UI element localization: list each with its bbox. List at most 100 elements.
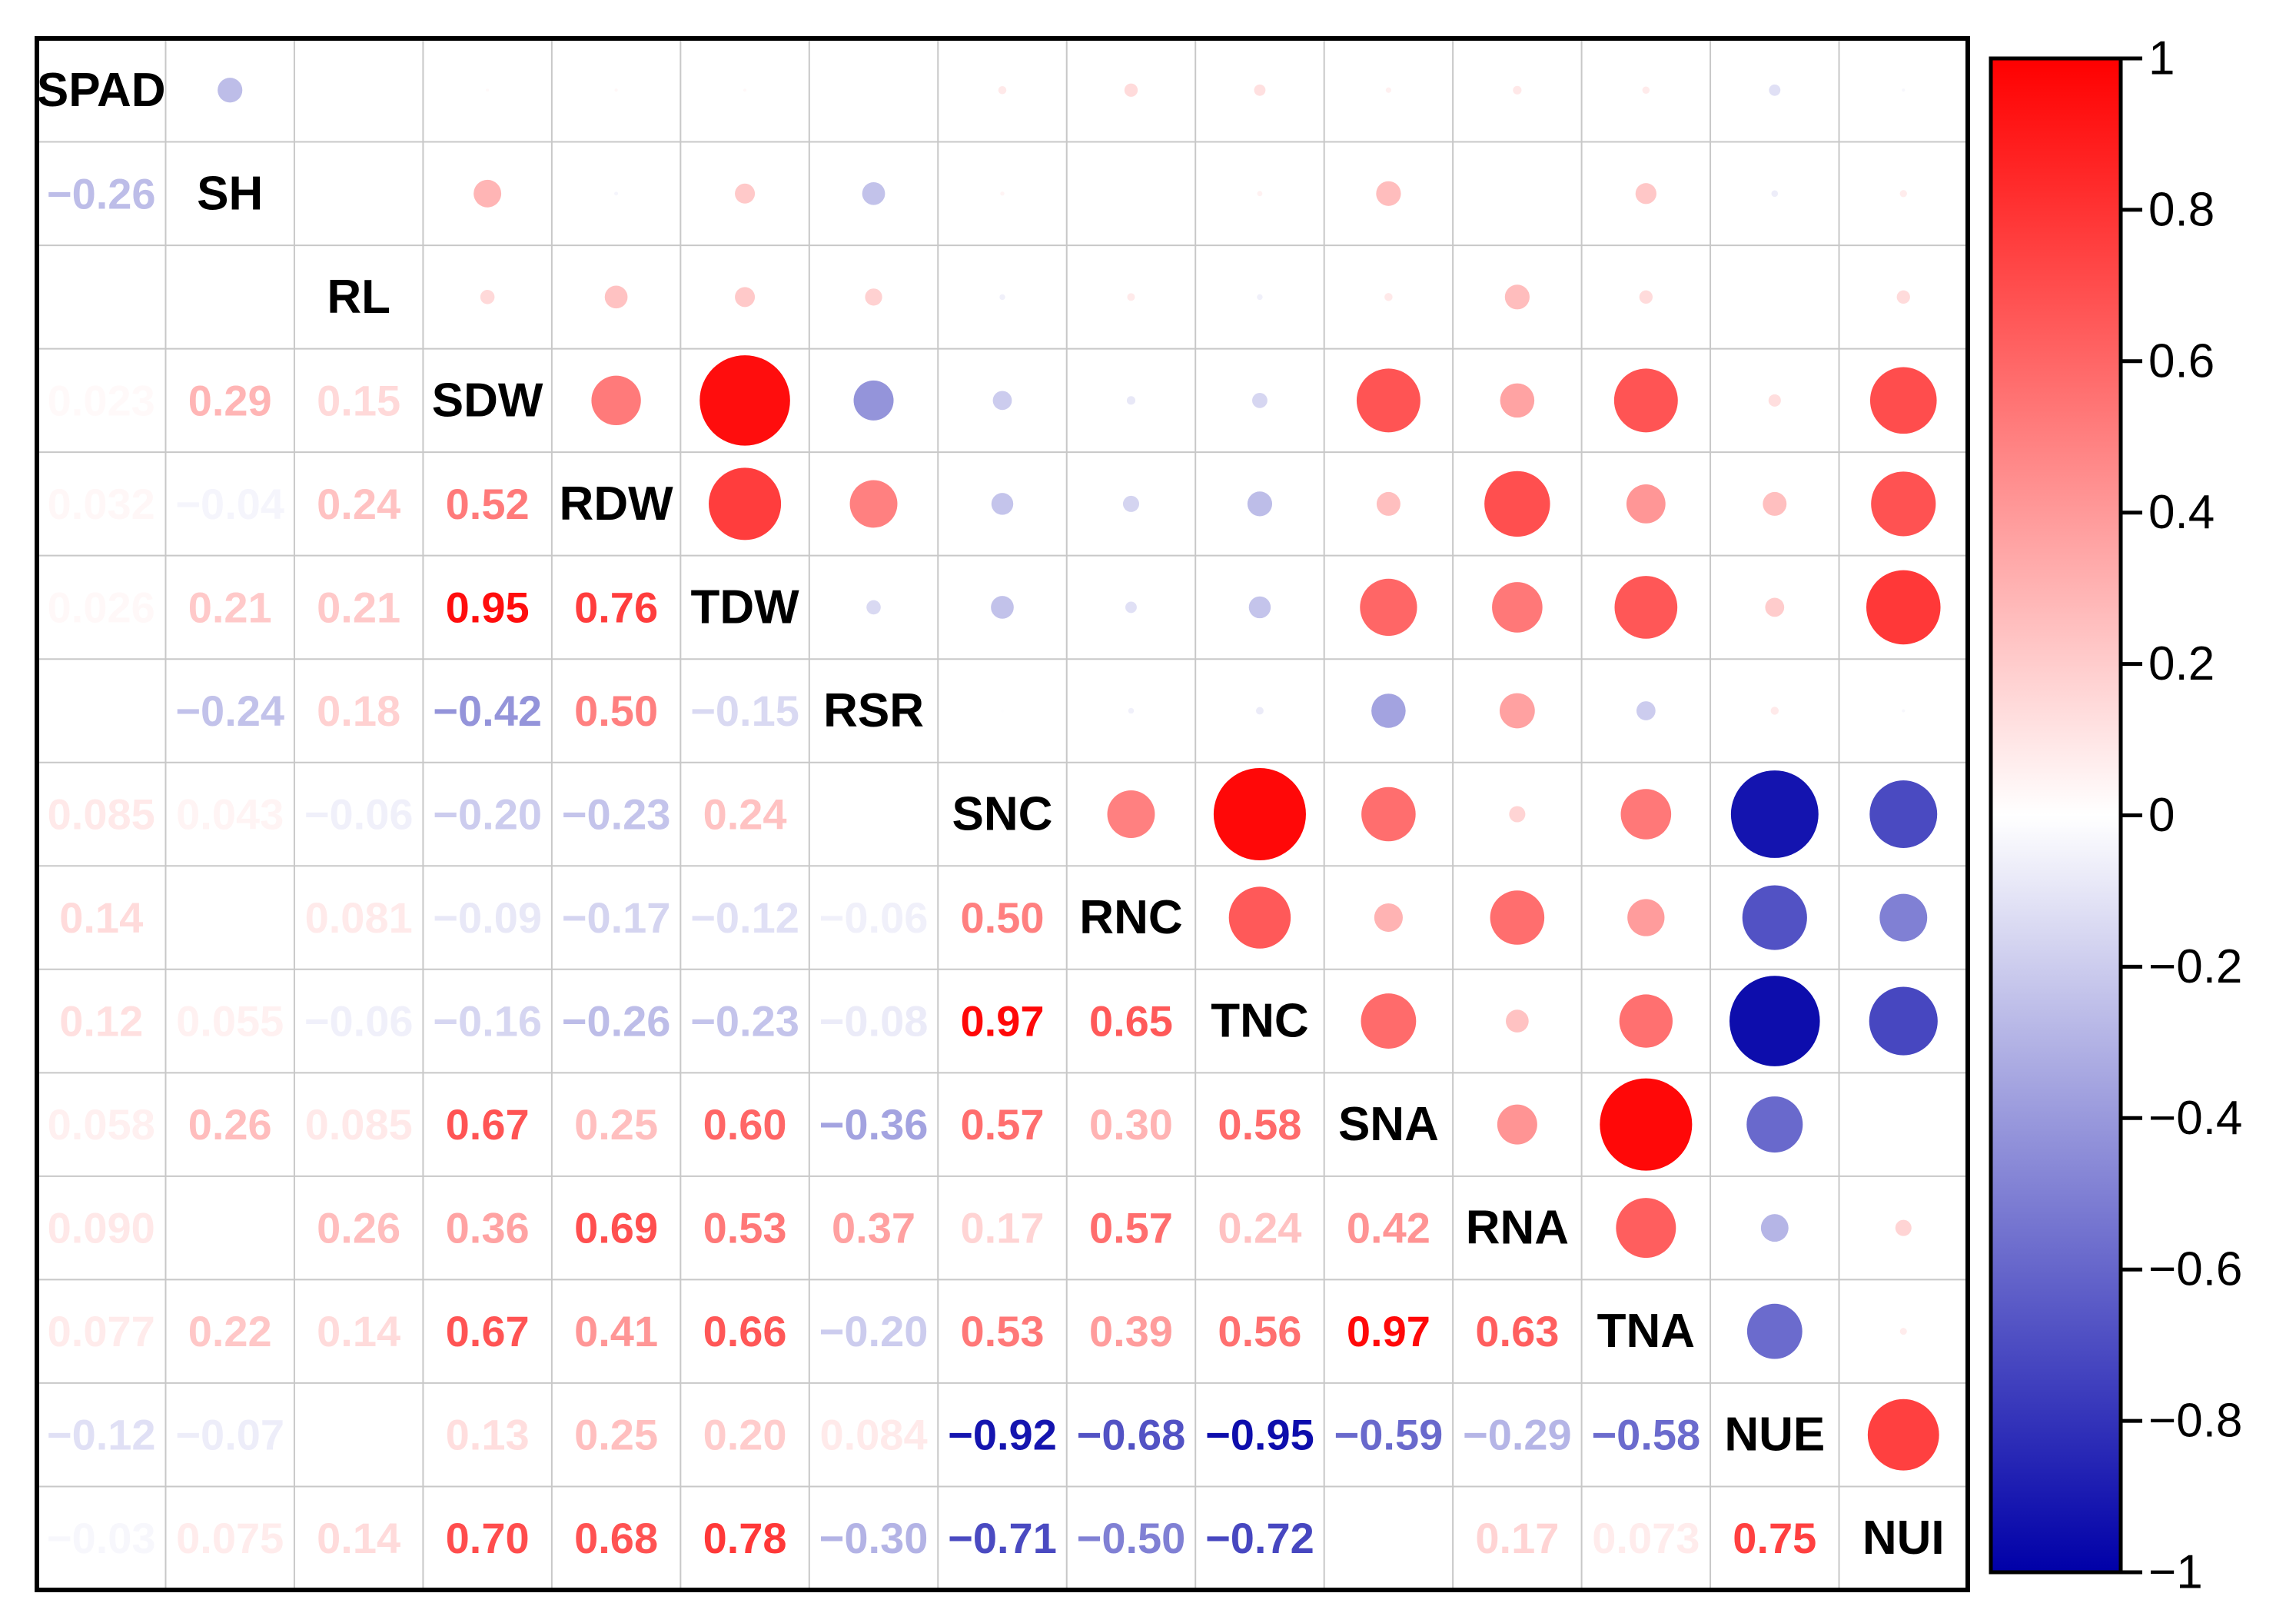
corr-label-nue-rdw: 0.25 [574,1411,658,1459]
corr-label-nue-rnc: −0.68 [1077,1411,1186,1459]
corr-circle-rnc-tnc [1228,886,1291,949]
var-label-rsr: RSR [823,684,924,737]
colorbar-tick-label: −0.8 [2148,1395,2242,1448]
corr-label-rl-sh: −0.00 [175,273,284,321]
corr-label-snc-rl: −0.06 [304,790,414,839]
value-labels: −0.26 −0.00 0.023 0.29 0.15 0.032 −0.04 0.24 0.5… [47,169,1816,1562]
corr-label-rnc-rsr: −0.06 [819,893,929,942]
corr-label-tdw-rl: 0.21 [317,583,400,631]
var-label-rna: RNA [1466,1202,1569,1255]
corr-circle-rdw-tdw [709,467,782,540]
corr-label-snc-tdw: 0.24 [703,790,787,839]
corr-label-snc-spad: 0.085 [48,790,155,839]
corr-circle-spad-sna [1385,87,1391,93]
corr-circle-tdw-rna [1492,582,1543,633]
corr-circle-tdw-tna [1614,576,1678,639]
corr-circle-sdw-tna [1613,368,1678,433]
var-label-tnc: TNC [1211,995,1308,1048]
corr-label-rna-rdw: 0.69 [574,1204,658,1252]
corr-label-tnc-snc: 0.97 [961,997,1045,1046]
corr-label-rna-spad: 0.090 [48,1204,155,1252]
corr-circle-tna-nui [1899,1328,1907,1335]
corr-circle-sh-tna [1635,183,1656,205]
corr-circle-tdw-rnc [1125,601,1137,614]
corr-label-sna-sh: 0.26 [188,1100,272,1149]
corr-circle-sdw-rdw [591,375,641,426]
corr-circle-rl-tdw [735,287,756,308]
corr-circle-sdw-snc [992,391,1012,411]
corr-label-tnc-spad: 0.12 [59,997,143,1046]
corr-label-rna-snc: 0.17 [961,1204,1045,1252]
corr-label-tna-spad: 0.077 [48,1307,155,1355]
corr-circle-rl-snc [999,294,1005,301]
corr-label-rnc-sdw: −0.09 [433,893,542,942]
corr-circle-sdw-rna [1500,383,1535,418]
corr-label-sna-tnc: 0.58 [1218,1100,1301,1149]
corr-label-sna-rsr: −0.36 [819,1100,929,1149]
corr-circle-spad-tnc [1254,84,1266,96]
var-label-rl: RL [327,271,390,324]
colorbar-tick-label: 0.8 [2148,183,2215,236]
var-label-rnc: RNC [1079,891,1182,944]
corr-label-rna-tdw: 0.53 [703,1204,787,1252]
corr-circle-spad-nui [1902,88,1906,92]
corr-label-sna-sdw: 0.67 [446,1100,530,1149]
corr-circle-rl-sna [1384,293,1393,301]
corr-circle-rnc-tna [1627,899,1665,936]
corr-label-rnc-spad: 0.14 [59,893,143,942]
corr-label-tna-rnc: 0.39 [1089,1307,1173,1355]
corr-circle-rl-tnc [1257,294,1263,301]
corr-label-sdw-rl: 0.15 [317,376,400,424]
corr-circle-rna-nui [1895,1219,1912,1236]
corr-circle-sh-snc [1000,191,1005,196]
corr-circle-snc-nue [1730,770,1819,858]
corr-circle-snc-tnc [1213,767,1306,861]
corr-circle-sh-tdw [735,183,756,204]
corr-circle-rdw-tna [1626,484,1666,524]
corr-circle-tnc-sna [1361,993,1417,1049]
corr-label-tna-rsr: −0.20 [819,1307,929,1355]
corr-label-tna-rl: 0.14 [317,1307,400,1355]
corr-label-tna-tdw: 0.66 [703,1307,787,1355]
corr-label-sna-rdw: 0.25 [574,1100,658,1149]
corr-circle-sdw-rsr [853,380,894,421]
corr-circle-snc-rnc [1107,790,1155,838]
corr-circle-rsr-tnc [1255,707,1264,715]
var-label-tna: TNA [1597,1305,1695,1358]
corr-circle-tdw-nui [1866,570,1941,645]
corr-label-nui-rdw: 0.68 [574,1514,658,1562]
corr-label-nue-tdw: 0.20 [703,1411,787,1459]
corr-circle-rsr-rnc [1128,707,1135,714]
corr-label-nue-tna: −0.58 [1591,1411,1700,1459]
corr-circle-sdw-sna [1356,368,1420,433]
corr-circle-sh-rdw [614,191,619,196]
var-label-sdw: SDW [432,374,543,427]
corr-label-tna-snc: 0.53 [961,1307,1045,1355]
corr-label-tna-sh: 0.22 [188,1307,272,1355]
corr-label-tnc-tdw: −0.23 [690,997,799,1046]
corr-label-rna-rsr: 0.37 [832,1204,915,1252]
variable-labels: SPAD SH RL SDW RDW TDW RSR SNC RNC TNC SNA RNA TNA NU… [37,64,1945,1565]
plot-frame [35,36,1970,1592]
circle-markers [218,78,1941,1471]
corr-label-nue-sna: −0.59 [1334,1411,1444,1459]
corr-circle-tdw-tnc [1248,596,1271,619]
corr-circle-rdw-nue [1763,491,1787,516]
corr-circle-rl-nui [1896,290,1910,304]
corr-label-tnc-rl: −0.06 [304,997,414,1046]
corr-circle-tnc-nui [1869,986,1938,1056]
corr-circle-rdw-snc [991,493,1014,515]
corr-circle-sh-nue [1771,190,1779,198]
corr-label-rdw-spad: 0.032 [48,480,155,528]
corr-label-tna-sdw: 0.67 [446,1307,530,1355]
corr-circle-spad-rdw [614,88,618,92]
corr-circle-spad-tna [1642,86,1650,95]
corr-label-tdw-rdw: 0.76 [574,583,658,631]
corr-circle-rnc-nue [1742,885,1807,950]
colorbar-tick-label: −0.2 [2148,940,2242,993]
var-label-nue: NUE [1724,1408,1825,1462]
corr-circle-rna-nue [1760,1214,1789,1242]
corr-label-snc-rdw: −0.23 [562,790,671,839]
corr-label-tna-rna: 0.63 [1475,1307,1559,1355]
corr-circle-tnc-nue [1729,976,1820,1066]
